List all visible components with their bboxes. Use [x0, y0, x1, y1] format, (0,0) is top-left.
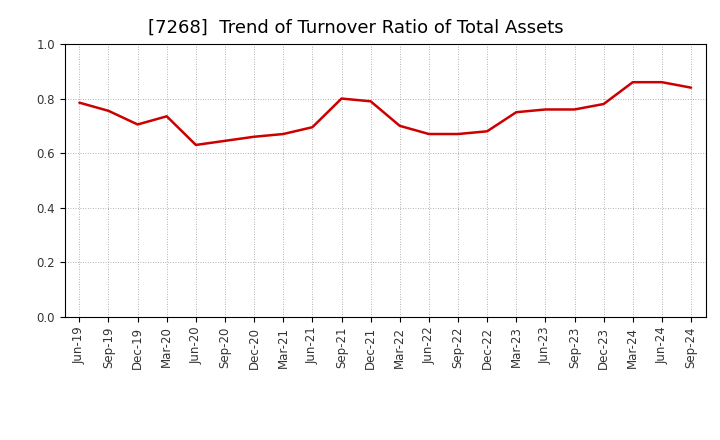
Text: [7268]  Trend of Turnover Ratio of Total Assets: [7268] Trend of Turnover Ratio of Total …: [148, 19, 564, 37]
